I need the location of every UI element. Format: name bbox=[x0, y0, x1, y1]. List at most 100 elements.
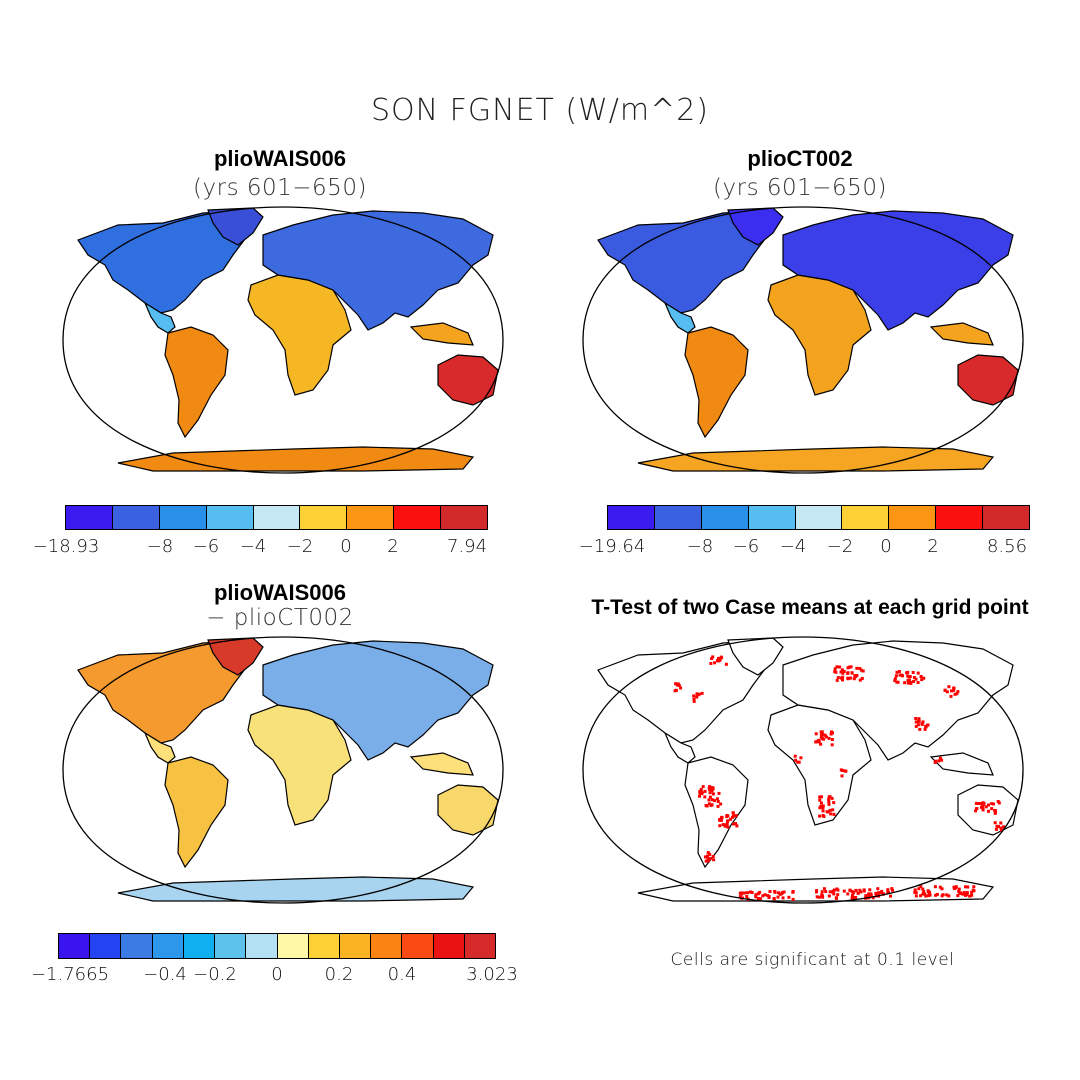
significant-cell bbox=[799, 756, 803, 760]
significant-cell bbox=[945, 690, 949, 694]
significant-cell bbox=[908, 675, 912, 679]
significant-cell bbox=[912, 676, 916, 679]
significant-cell bbox=[679, 686, 683, 690]
significant-cell bbox=[913, 890, 917, 894]
significant-cell bbox=[940, 894, 944, 898]
significant-cell bbox=[793, 754, 797, 758]
significant-cell bbox=[920, 678, 924, 682]
significant-cell bbox=[850, 889, 854, 893]
colorbar-tick-label: 8.56 bbox=[986, 536, 1028, 557]
significant-cell bbox=[886, 888, 890, 892]
significant-cell bbox=[721, 823, 725, 827]
colorbar-tick-label: −8 bbox=[146, 536, 174, 557]
significant-cell bbox=[815, 889, 819, 893]
significant-cell bbox=[957, 889, 961, 893]
significant-cell bbox=[820, 890, 824, 894]
significant-cell bbox=[818, 795, 822, 799]
colorbar-swatch bbox=[889, 506, 937, 529]
significant-cell bbox=[711, 792, 715, 796]
significant-cell bbox=[922, 890, 926, 894]
colorbar-swatch bbox=[339, 934, 372, 958]
colorbar-swatch bbox=[215, 934, 247, 958]
significant-cell bbox=[718, 658, 722, 662]
significant-cell bbox=[909, 681, 913, 685]
significant-cell bbox=[758, 890, 762, 894]
significant-cell bbox=[841, 769, 845, 772]
significant-cell bbox=[750, 891, 754, 894]
significant-cell bbox=[972, 889, 976, 893]
significant-cell bbox=[840, 774, 844, 778]
significant-cell bbox=[912, 680, 916, 683]
significant-cell bbox=[828, 795, 832, 799]
significant-cell bbox=[830, 738, 834, 741]
significant-cell bbox=[835, 678, 839, 682]
colorbar-tick-label: −6 bbox=[732, 536, 760, 557]
continent-indonesia bbox=[409, 322, 474, 346]
significant-cell bbox=[852, 677, 856, 681]
colorbar-swatch bbox=[394, 506, 442, 529]
significant-cell bbox=[840, 668, 844, 672]
colorbar-swatch bbox=[983, 506, 1030, 529]
colorbar-tick-label: 0 bbox=[880, 536, 892, 557]
significant-cell bbox=[981, 801, 985, 805]
colorbar-tick-label: 3.023 bbox=[466, 964, 518, 985]
significant-cell bbox=[957, 887, 961, 891]
colorbar-swatch bbox=[112, 506, 160, 529]
colorbar-tick-label: −0.2 bbox=[193, 964, 237, 985]
significant-cell bbox=[704, 804, 708, 807]
significant-cell bbox=[927, 892, 931, 896]
significant-cell bbox=[835, 887, 839, 891]
colorbar-swatch bbox=[246, 934, 278, 958]
significant-cell bbox=[952, 686, 956, 690]
significant-cell bbox=[676, 682, 680, 686]
significant-cell bbox=[828, 890, 832, 894]
continent-namerica bbox=[77, 210, 259, 314]
significant-cell bbox=[956, 894, 960, 898]
significant-cell bbox=[818, 814, 822, 818]
significant-cell bbox=[943, 688, 947, 692]
significant-cell bbox=[791, 890, 795, 894]
continent-samerica bbox=[164, 756, 229, 869]
significant-cell bbox=[748, 890, 752, 894]
panel2-title: plioCT002 bbox=[747, 146, 853, 171]
colorbar-swatch bbox=[842, 506, 890, 529]
significant-cell bbox=[830, 796, 834, 800]
panel3-map bbox=[62, 636, 504, 904]
significant-cell bbox=[745, 895, 749, 898]
significant-cell bbox=[743, 891, 747, 895]
significant-cell bbox=[846, 677, 850, 681]
significant-cell bbox=[954, 885, 958, 889]
significant-cell bbox=[867, 894, 871, 898]
significant-cell bbox=[923, 727, 927, 731]
significant-cell bbox=[820, 893, 824, 897]
significance-note: Cells are significant at 0.1 level bbox=[670, 950, 955, 970]
significant-cell bbox=[819, 733, 823, 737]
significant-cell bbox=[781, 896, 785, 900]
significant-cell bbox=[832, 801, 836, 805]
significant-cell bbox=[818, 798, 822, 802]
significant-cell bbox=[821, 809, 825, 813]
significant-cell bbox=[987, 803, 990, 807]
continent-greenland bbox=[207, 207, 264, 246]
continent-samerica bbox=[684, 326, 749, 439]
significant-cell bbox=[976, 802, 980, 805]
significant-cell bbox=[763, 893, 767, 897]
significant-cell bbox=[911, 671, 915, 674]
colorbar-swatch bbox=[66, 506, 113, 529]
continent-australia bbox=[957, 354, 1019, 406]
significant-cell bbox=[940, 887, 944, 891]
continent-indonesia bbox=[409, 752, 474, 776]
significant-cell bbox=[994, 827, 998, 831]
significant-cell bbox=[834, 896, 838, 900]
significant-cell bbox=[828, 808, 832, 812]
significant-cell bbox=[713, 661, 717, 665]
significant-cell bbox=[708, 791, 712, 795]
figure-title: SON FGNET (W/m^2) bbox=[370, 93, 710, 128]
significant-cell bbox=[726, 819, 729, 823]
significant-cell bbox=[791, 897, 795, 901]
colorbar-swatch bbox=[936, 506, 984, 529]
significant-cell bbox=[861, 669, 865, 673]
significant-cell bbox=[871, 896, 875, 900]
significant-cell bbox=[1002, 825, 1006, 829]
significant-cell bbox=[906, 670, 910, 674]
